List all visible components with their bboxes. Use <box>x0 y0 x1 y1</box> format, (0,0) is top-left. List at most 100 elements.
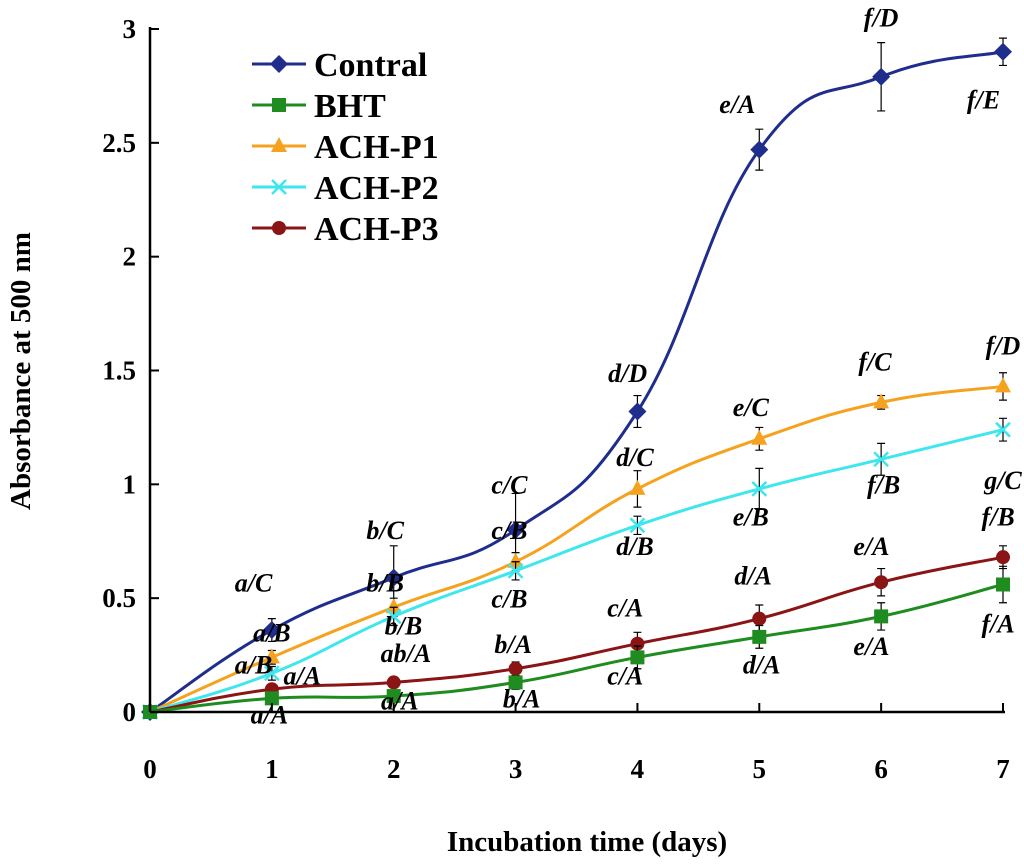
legend-item-contral: Contral <box>252 47 427 84</box>
legend-marker-ach-p2 <box>271 179 287 195</box>
significance-label: a/C <box>235 568 273 597</box>
x-tick-label: 5 <box>753 754 767 784</box>
significance-label: a/B <box>253 618 291 647</box>
legend-item-bht: BHT <box>252 88 386 125</box>
series-ach-p1 <box>142 372 1011 718</box>
significance-label: d/D <box>608 359 647 388</box>
significance-label: f/C <box>858 348 892 377</box>
legend-marker-ach-p3 <box>272 221 286 235</box>
significance-label: b/B <box>385 612 423 641</box>
significance-label: e/A <box>719 90 755 119</box>
data-point-contral <box>506 520 525 539</box>
significance-label: e/B <box>733 502 769 531</box>
series-contral <box>141 37 1012 721</box>
data-point-ach-p3 <box>630 636 645 651</box>
legend-item-ach-p1: ACH-P1 <box>252 129 439 166</box>
axes: 0 0.5 1 1.5 2 2.5 3 0 1 2 3 4 5 6 7 <box>102 14 1010 784</box>
significance-label: a/A <box>251 700 289 729</box>
series-line-ach-p3 <box>149 555 1004 714</box>
data-point-ach-p3 <box>386 675 401 690</box>
data-point-ach-p1 <box>995 377 1011 393</box>
significance-label: f/E <box>967 86 1000 115</box>
significance-label: f/D <box>864 4 899 33</box>
data-point-contral <box>994 42 1012 61</box>
data-point-bht <box>996 577 1010 592</box>
legend-item-ach-p2: ACH-P2 <box>252 170 439 207</box>
data-point-ach-p2 <box>385 608 402 625</box>
legend-marker-bht <box>272 98 286 112</box>
legend-label: Contral <box>314 47 427 84</box>
data-point-bht <box>874 609 889 624</box>
significance-label: f/B <box>982 502 1015 531</box>
y-tick-label: 3 <box>123 14 137 44</box>
y-tick-label: 1.5 <box>102 356 136 386</box>
significance-label: e/A <box>853 532 889 561</box>
series-line-ach-p2 <box>149 428 1004 714</box>
significance-label: e/C <box>733 393 770 422</box>
significance-label: c/B <box>491 584 527 613</box>
data-point-bht <box>752 629 767 644</box>
series-line-contral <box>149 50 1004 714</box>
significance-label: c/B <box>491 516 527 545</box>
plot-lines <box>141 37 1012 721</box>
y-tick-label: 2 <box>123 242 137 272</box>
series-bht <box>143 565 1010 719</box>
y-tick-label: 1 <box>123 469 137 499</box>
y-axis-title: Absorbance at 500 nm <box>5 232 37 510</box>
x-tick-label: 3 <box>509 754 523 784</box>
significance-label: a/A <box>381 687 419 716</box>
data-point-ach-p1 <box>751 429 768 445</box>
x-axis-title: Incubation time (days) <box>447 826 727 858</box>
data-point-ach-p1 <box>385 598 402 614</box>
significance-label: d/A <box>734 562 772 591</box>
significance-label: b/A <box>494 630 532 659</box>
series-ach-p3 <box>143 545 1010 719</box>
legend-label: BHT <box>314 88 386 125</box>
significance-label: f/D <box>986 332 1021 361</box>
legend-label: ACH-P1 <box>314 129 439 166</box>
significance-label: d/B <box>616 532 654 561</box>
significance-label: c/A <box>607 593 643 622</box>
significance-label: g/C <box>983 466 1022 495</box>
legend-label: ACH-P2 <box>314 170 439 207</box>
data-point-ach-p1 <box>507 552 524 568</box>
significance-label: a/B <box>235 650 273 679</box>
data-point-contral <box>872 67 891 86</box>
significance-label: d/A <box>743 650 781 679</box>
x-tick-label: 2 <box>387 754 401 784</box>
legend-marker-ach-p1 <box>271 137 287 152</box>
data-point-bht <box>630 650 645 665</box>
significance-label: b/C <box>366 516 404 545</box>
y-tick-label: 0.5 <box>102 583 136 613</box>
data-point-ach-p3 <box>508 661 523 676</box>
data-point-contral <box>628 402 647 421</box>
data-point-ach-p2 <box>873 451 890 468</box>
legend-item-ach-p3: ACH-P3 <box>252 211 439 248</box>
x-tick-label: 6 <box>874 754 888 784</box>
data-point-bht <box>264 691 279 706</box>
x-tick-label: 0 <box>143 754 157 784</box>
data-point-ach-p1 <box>629 479 646 495</box>
significance-label: f/A <box>982 609 1015 638</box>
data-point-bht <box>386 689 401 704</box>
significance-label: e/A <box>853 632 889 661</box>
data-point-ach-p1 <box>263 648 280 664</box>
significance-label: c/C <box>491 470 528 499</box>
data-point-ach-p2 <box>995 421 1011 438</box>
data-point-ach-p1 <box>873 393 890 409</box>
significance-label: b/B <box>366 568 404 597</box>
series-line-ach-p1 <box>149 384 1004 714</box>
x-tick-label: 7 <box>996 754 1010 784</box>
data-point-ach-p2 <box>629 517 646 534</box>
significance-label: c/A <box>607 662 643 691</box>
data-point-ach-p2 <box>263 665 280 682</box>
annotations: a/Ca/Ba/B a/Aa/Ab/Cb/Bb/Bab/Aa/Ac/Cc/Bc/B… <box>235 4 1023 730</box>
significance-label: d/C <box>616 443 654 472</box>
legend-label: ACH-P3 <box>314 211 439 248</box>
y-tick-label: 0 <box>123 697 137 727</box>
x-tick-label: 4 <box>631 754 645 784</box>
data-point-ach-p3 <box>996 550 1010 565</box>
data-point-ach-p2 <box>507 562 524 579</box>
data-point-ach-p3 <box>874 575 889 590</box>
